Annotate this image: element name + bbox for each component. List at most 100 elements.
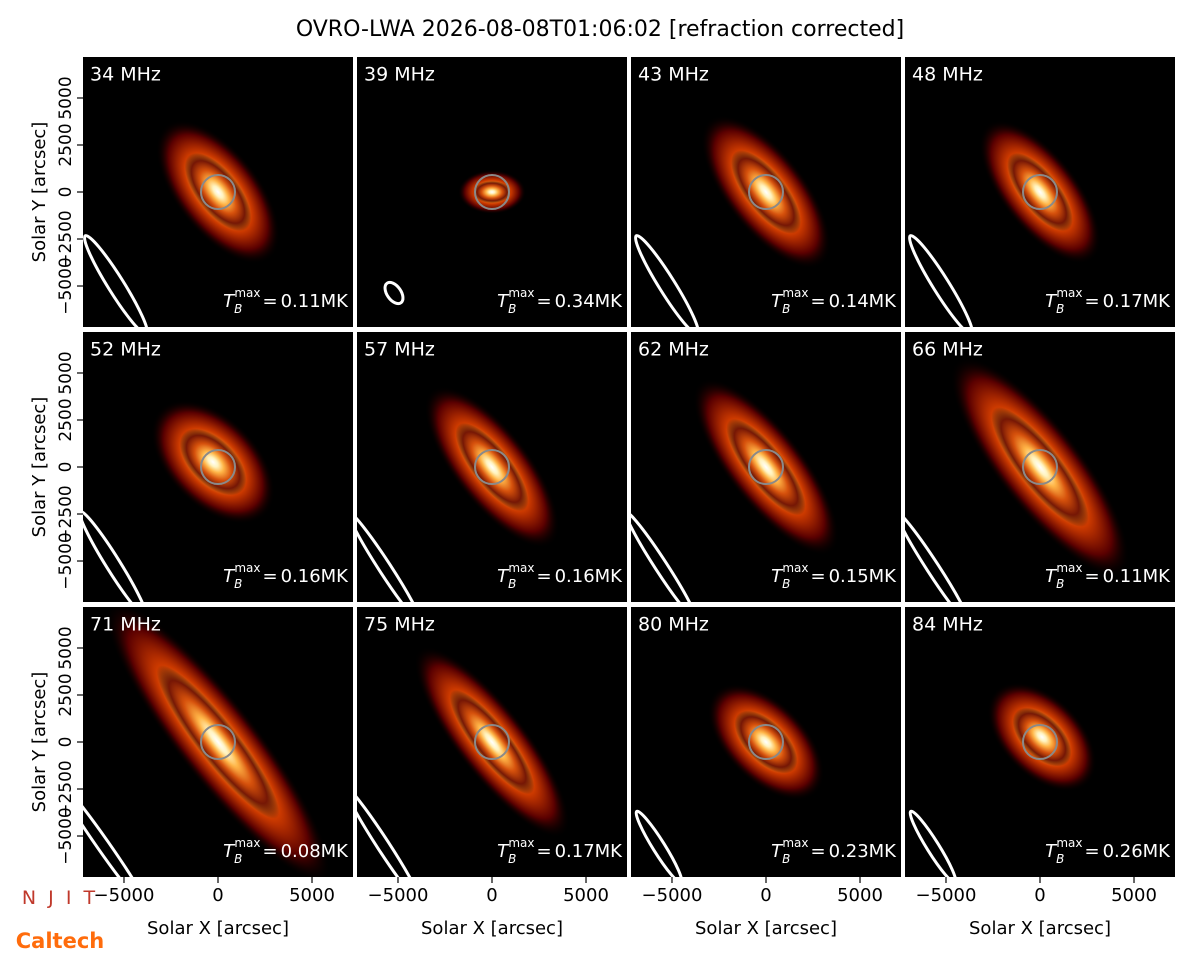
logo-caltech: Caltech bbox=[16, 929, 104, 953]
y-tick-label: 5000 bbox=[56, 351, 76, 394]
emission-core bbox=[455, 422, 529, 512]
tb-sup: max bbox=[1056, 286, 1082, 300]
y-tick-label: −5000 bbox=[56, 257, 76, 315]
y-tick-label: −2500 bbox=[56, 210, 76, 268]
tb-sup: max bbox=[782, 836, 808, 850]
tb-sup: max bbox=[234, 561, 260, 575]
tb-max-label: TBmax = 0.08MK bbox=[223, 836, 349, 866]
tb-max-label: TBmax = 0.14MK bbox=[771, 286, 897, 316]
frequency-label: 43 MHz bbox=[638, 64, 709, 86]
frequency-label: 71 MHz bbox=[90, 614, 161, 636]
tb-value: 0.23MK bbox=[829, 841, 898, 862]
solar-disk bbox=[474, 449, 510, 485]
tb-sup: max bbox=[234, 836, 260, 850]
tb-symbol: T bbox=[223, 841, 236, 862]
x-axis-label: Solar X [arcsec] bbox=[969, 918, 1111, 939]
y-tick-label: −2500 bbox=[56, 485, 76, 543]
frequency-label: 48 MHz bbox=[912, 64, 983, 86]
tb-value: 0.16MK bbox=[281, 566, 350, 587]
tb-symbol: T bbox=[771, 291, 784, 312]
solar-disk bbox=[1022, 724, 1058, 760]
frequency-label: 62 MHz bbox=[638, 339, 709, 361]
tb-symbol: T bbox=[497, 291, 510, 312]
emission-core bbox=[473, 181, 511, 203]
beam bbox=[357, 511, 423, 602]
tb-value: 0.16MK bbox=[555, 566, 624, 587]
frequency-label: 80 MHz bbox=[638, 614, 709, 636]
y-axis-label: Solar Y [arcsec] bbox=[29, 672, 50, 813]
tb-max-label: TBmax = 0.15MK bbox=[771, 561, 897, 591]
panel bbox=[83, 57, 353, 327]
x-tick-label: −5000 bbox=[916, 885, 977, 906]
tb-value: 0.17MK bbox=[555, 841, 624, 862]
tb-symbol: T bbox=[223, 291, 236, 312]
tb-symbol: T bbox=[1045, 841, 1058, 862]
y-axis-label: Solar Y [arcsec] bbox=[29, 122, 50, 263]
frequency-label: 39 MHz bbox=[364, 64, 435, 86]
tb-eq: = bbox=[536, 566, 551, 587]
tb-symbol: T bbox=[223, 566, 236, 587]
x-axis-label: Solar X [arcsec] bbox=[147, 918, 289, 939]
tb-value: 0.11MK bbox=[1103, 566, 1172, 587]
panel bbox=[83, 607, 353, 877]
solar-disk bbox=[1022, 449, 1058, 485]
frequency-label: 75 MHz bbox=[364, 614, 435, 636]
tb-sup: max bbox=[1056, 836, 1082, 850]
solar-disk bbox=[748, 724, 784, 760]
y-tick-label: 5000 bbox=[56, 626, 76, 669]
beam bbox=[83, 234, 149, 327]
tb-eq: = bbox=[810, 566, 825, 587]
emission-core bbox=[1007, 152, 1073, 232]
tb-max-label: TBmax = 0.26MK bbox=[1045, 836, 1171, 866]
tb-max-label: TBmax = 0.11MK bbox=[223, 286, 349, 316]
emission-core bbox=[991, 407, 1089, 527]
tb-sup: max bbox=[234, 286, 260, 300]
tb-sub: B bbox=[1056, 852, 1064, 866]
solar-disk bbox=[200, 449, 236, 485]
beam bbox=[908, 234, 974, 327]
frequency-label: 34 MHz bbox=[90, 64, 161, 86]
tb-max-label: TBmax = 0.11MK bbox=[1045, 561, 1171, 591]
emission-core bbox=[731, 150, 801, 234]
solar-disk bbox=[1022, 174, 1058, 210]
beam bbox=[634, 234, 700, 327]
x-tick-label: −5000 bbox=[94, 885, 155, 906]
tb-sub: B bbox=[508, 577, 516, 591]
frequency-label: 66 MHz bbox=[912, 339, 983, 361]
tb-symbol: T bbox=[1045, 566, 1058, 587]
tb-max-label: TBmax = 0.16MK bbox=[223, 561, 349, 591]
emission-core bbox=[734, 710, 798, 774]
solar-disk bbox=[748, 174, 784, 210]
beam bbox=[631, 510, 698, 602]
emission-core bbox=[184, 152, 252, 232]
panel bbox=[905, 607, 1175, 877]
beam bbox=[83, 777, 151, 877]
tb-max-label: TBmax = 0.23MK bbox=[771, 836, 897, 866]
panel bbox=[83, 332, 353, 602]
tb-eq: = bbox=[810, 841, 825, 862]
tb-value: 0.08MK bbox=[281, 841, 350, 862]
tb-sup: max bbox=[782, 286, 808, 300]
x-tick-label: −5000 bbox=[642, 885, 703, 906]
y-axis-label: Solar Y [arcsec] bbox=[29, 397, 50, 538]
panel bbox=[631, 57, 901, 327]
tb-sub: B bbox=[782, 577, 790, 591]
tb-max-label: TBmax = 0.34MK bbox=[497, 286, 623, 316]
tb-sub: B bbox=[782, 852, 790, 866]
x-tick-label: −5000 bbox=[368, 885, 429, 906]
tb-max-label: TBmax = 0.17MK bbox=[497, 836, 623, 866]
solar-disk bbox=[200, 174, 236, 210]
tb-eq: = bbox=[1084, 566, 1099, 587]
beam bbox=[905, 511, 971, 602]
x-tick-label: 5000 bbox=[289, 885, 335, 906]
tb-sub: B bbox=[1056, 577, 1064, 591]
tb-sub: B bbox=[782, 302, 790, 316]
beam bbox=[634, 809, 684, 877]
tb-sub: B bbox=[1056, 302, 1064, 316]
tb-eq: = bbox=[262, 566, 277, 587]
solar-disk bbox=[474, 174, 510, 210]
tb-eq: = bbox=[810, 291, 825, 312]
tb-value: 0.17MK bbox=[1103, 291, 1172, 312]
tb-value: 0.15MK bbox=[829, 566, 898, 587]
